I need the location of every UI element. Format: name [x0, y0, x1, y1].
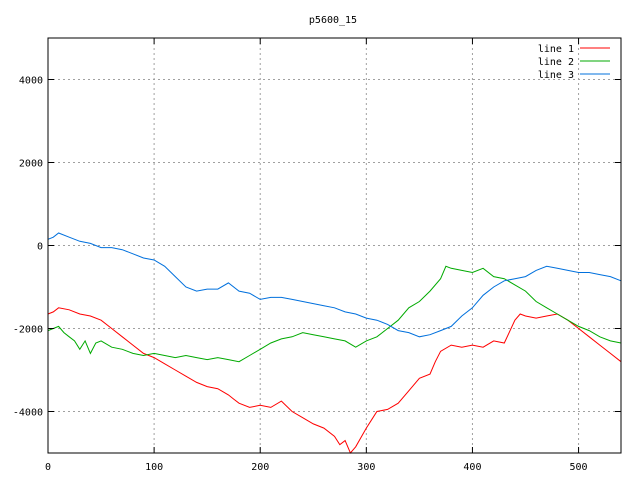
y-tick-label: -2000 [13, 325, 43, 336]
legend-label-3: line 3 [538, 70, 574, 81]
series-line-1 [47, 307, 622, 454]
chart-title: p5600_15 [309, 15, 357, 26]
legend: line 1 line 2 line 3 [538, 44, 610, 81]
x-tick-label: 400 [463, 462, 481, 473]
legend-label-2: line 2 [538, 57, 574, 68]
x-tick-label: 0 [45, 462, 51, 473]
legend-label-1: line 1 [538, 44, 574, 55]
y-tick-label: 4000 [19, 76, 43, 87]
x-tick-label: 300 [357, 462, 375, 473]
x-tick-label: 500 [570, 462, 588, 473]
axis-ticks: 0 100 200 300 400 500 -4000 -2000 0 2000 4000 [13, 38, 621, 473]
plot-series [47, 232, 622, 454]
series-line-3 [47, 232, 622, 338]
y-tick-label: 2000 [19, 159, 43, 170]
series-line-2 [47, 265, 622, 363]
y-tick-label: 0 [37, 242, 43, 253]
x-tick-label: 100 [145, 462, 163, 473]
x-tick-label: 200 [251, 462, 269, 473]
grid [48, 38, 621, 453]
y-tick-label: -4000 [13, 408, 43, 419]
